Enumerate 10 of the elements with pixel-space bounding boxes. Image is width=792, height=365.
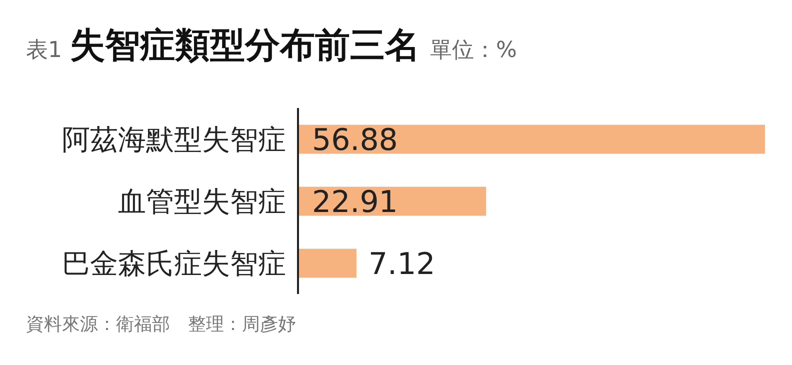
- data-label: 22.91: [312, 185, 398, 220]
- text: 表1: [26, 37, 62, 65]
- data-label: 56.88: [312, 123, 398, 158]
- source-note: 資料來源：衛福部 整理：周彥妤: [26, 313, 296, 336]
- chart-subtitle: 單位：%: [430, 37, 517, 65]
- data-label: 7.12: [368, 247, 436, 282]
- chart-title: 失智症類型分布前三名: [70, 25, 420, 68]
- y-tick-label: 阿茲海默型失智症: [62, 122, 286, 156]
- y-tick-label: 血管型失智症: [118, 184, 286, 218]
- y-tick-label: 巴金森氏症失智症: [62, 246, 286, 280]
